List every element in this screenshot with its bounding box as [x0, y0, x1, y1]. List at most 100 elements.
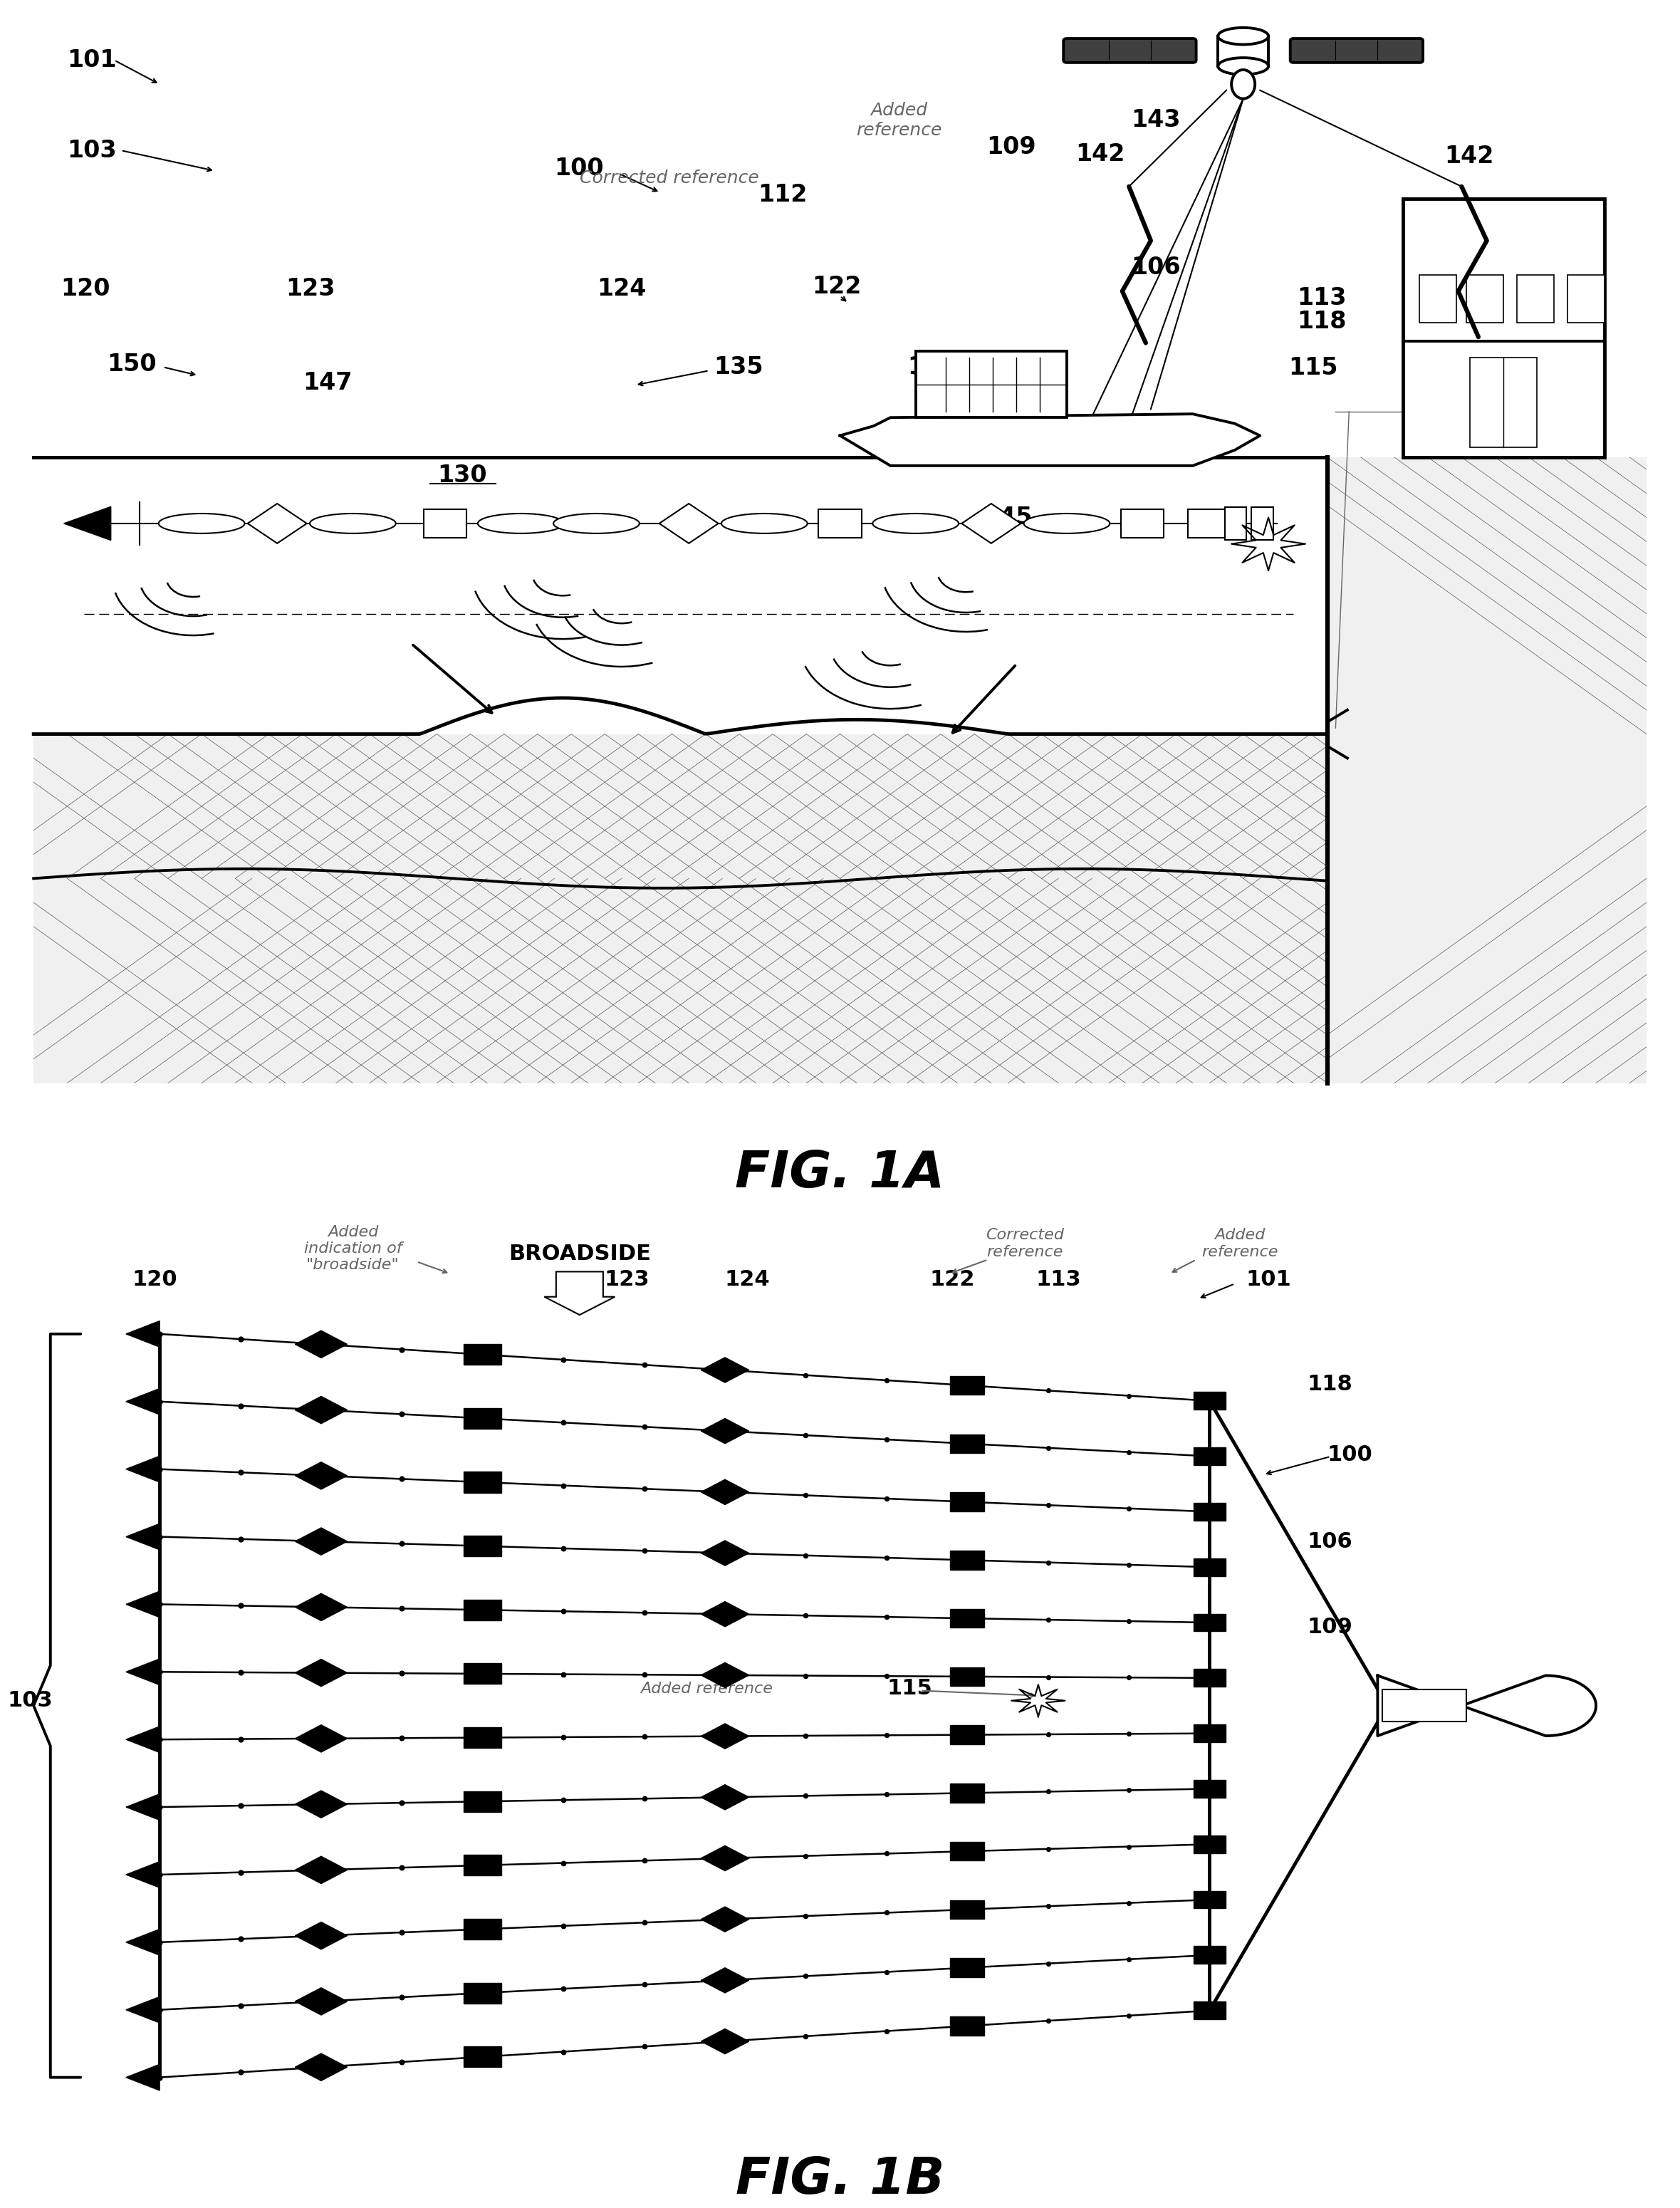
Bar: [951, 1958, 984, 1976]
Text: 109: 109: [986, 135, 1037, 159]
Text: 113: 113: [1297, 287, 1346, 309]
Bar: [34, 733, 1327, 879]
Text: 118: 118: [1297, 309, 1346, 333]
Bar: [1193, 1559, 1226, 1577]
Bar: [818, 510, 862, 539]
Polygon shape: [247, 503, 307, 543]
Text: 122: 122: [811, 274, 862, 298]
Text: 123: 123: [605, 1270, 648, 1289]
Text: Added
indication of
"broadside": Added indication of "broadside": [304, 1225, 402, 1272]
Bar: [1193, 1780, 1226, 1797]
Polygon shape: [701, 1358, 749, 1382]
Text: 106: 106: [1131, 256, 1181, 278]
Polygon shape: [701, 1479, 749, 1504]
Ellipse shape: [158, 514, 245, 534]
Polygon shape: [126, 1861, 160, 1888]
Text: Added
seismic
source 115: Added seismic source 115: [1420, 384, 1519, 439]
Bar: [951, 1667, 984, 1687]
Text: 115: 115: [1289, 355, 1337, 380]
Text: 123: 123: [286, 276, 336, 300]
Text: 124: 124: [726, 1270, 769, 1289]
Bar: [951, 1901, 984, 1919]
Polygon shape: [126, 1793, 160, 1819]
Bar: [1193, 2003, 1226, 2020]
Polygon shape: [296, 1724, 348, 1753]
Ellipse shape: [721, 514, 808, 534]
Polygon shape: [701, 1541, 749, 1565]
Text: 140: 140: [1487, 216, 1536, 241]
Bar: [1193, 1391, 1226, 1409]
Bar: [464, 1727, 502, 1749]
Text: 100: 100: [1327, 1444, 1373, 1464]
Polygon shape: [296, 1462, 348, 1490]
Text: Corrected
reference: Corrected reference: [986, 1228, 1063, 1259]
Bar: [1383, 1689, 1467, 1722]
Bar: [1193, 1890, 1226, 1908]
Bar: [1193, 1614, 1226, 1632]
Polygon shape: [126, 1320, 160, 1347]
Bar: [1121, 510, 1164, 539]
Ellipse shape: [553, 514, 640, 534]
Polygon shape: [296, 1528, 348, 1554]
Bar: [951, 1841, 984, 1861]
Bar: [464, 1663, 502, 1685]
Text: 145: 145: [983, 506, 1033, 530]
Bar: [1193, 1945, 1226, 1963]
Text: 135: 135: [714, 355, 764, 380]
FancyArrow shape: [544, 1272, 615, 1316]
Polygon shape: [701, 1418, 749, 1444]
Ellipse shape: [1218, 57, 1268, 75]
Polygon shape: [126, 1389, 160, 1415]
Polygon shape: [126, 1930, 160, 1956]
Bar: [464, 1919, 502, 1939]
Bar: [1567, 274, 1604, 322]
Text: 103: 103: [67, 139, 118, 161]
Polygon shape: [701, 1967, 749, 1994]
Polygon shape: [126, 1592, 160, 1618]
Bar: [423, 510, 467, 539]
Text: Added reference: Added reference: [640, 1682, 773, 1696]
Bar: [1193, 1504, 1226, 1521]
Text: FIG. 1B: FIG. 1B: [736, 2155, 944, 2204]
Bar: [464, 1983, 502, 2003]
Text: Added
reference: Added reference: [855, 102, 942, 139]
Ellipse shape: [1023, 514, 1110, 534]
Ellipse shape: [309, 514, 396, 534]
Text: 103: 103: [8, 1691, 52, 1711]
Bar: [951, 2016, 984, 2036]
Text: 142: 142: [1445, 146, 1494, 168]
FancyBboxPatch shape: [1063, 38, 1196, 62]
Polygon shape: [701, 1663, 749, 1687]
Polygon shape: [1378, 1676, 1596, 1735]
Bar: [464, 1345, 502, 1365]
Polygon shape: [296, 1921, 348, 1950]
Polygon shape: [296, 1658, 348, 1687]
Bar: [34, 879, 1327, 1082]
Polygon shape: [701, 1784, 749, 1811]
Text: 101: 101: [67, 49, 116, 73]
Text: 122: 122: [931, 1270, 974, 1289]
Text: Added
reference: Added reference: [1201, 1228, 1278, 1259]
Polygon shape: [296, 2053, 348, 2080]
Ellipse shape: [1231, 71, 1255, 99]
Polygon shape: [296, 1791, 348, 1817]
Bar: [1218, 35, 1268, 66]
Ellipse shape: [1218, 29, 1268, 44]
Text: 106: 106: [1307, 1532, 1352, 1552]
Bar: [1467, 274, 1504, 322]
Text: 112: 112: [758, 183, 808, 208]
Polygon shape: [840, 413, 1260, 466]
Polygon shape: [126, 1727, 160, 1753]
Bar: [464, 1855, 502, 1875]
Bar: [464, 1537, 502, 1557]
Bar: [464, 2047, 502, 2067]
Bar: [464, 1791, 502, 1813]
Bar: [1420, 274, 1457, 322]
Polygon shape: [701, 1908, 749, 1932]
Text: 147: 147: [302, 371, 353, 395]
Polygon shape: [701, 1724, 749, 1749]
Polygon shape: [126, 1996, 160, 2023]
Bar: [1327, 457, 1646, 1082]
Ellipse shape: [872, 514, 959, 534]
Polygon shape: [659, 503, 719, 543]
